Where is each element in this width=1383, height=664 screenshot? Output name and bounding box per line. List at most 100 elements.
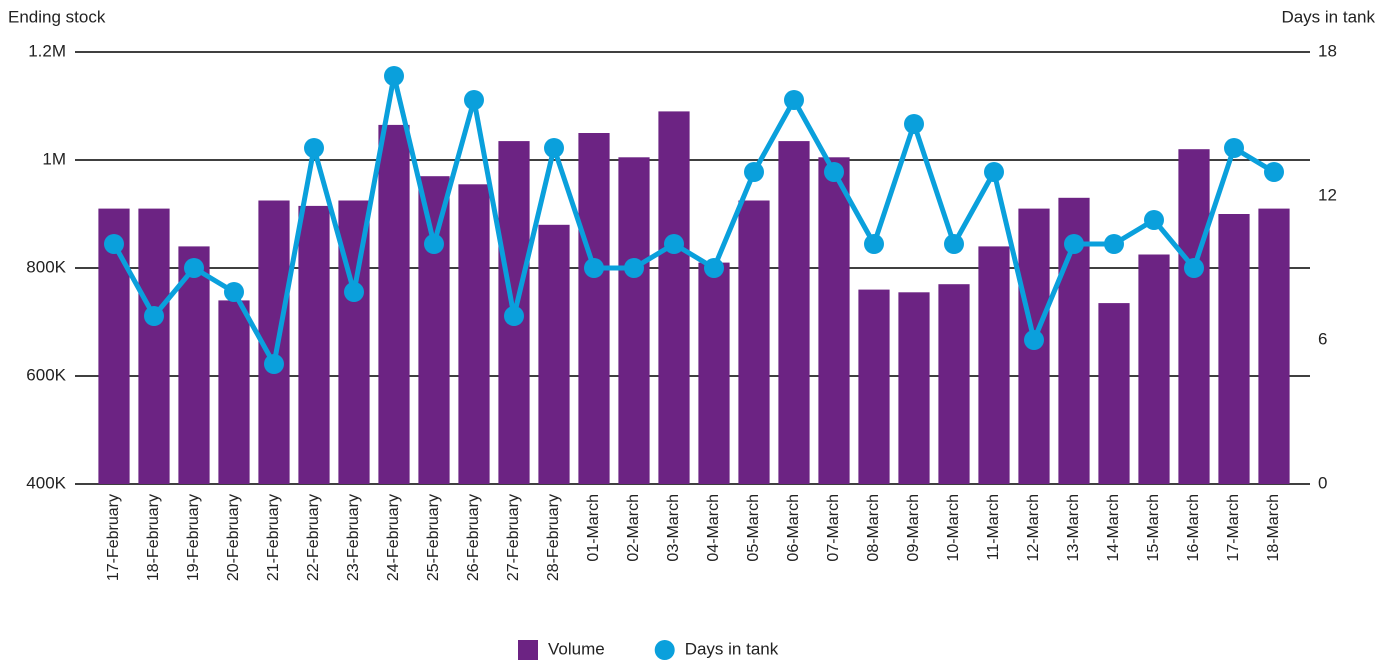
x-tick-label: 26-February — [465, 494, 482, 581]
bar — [418, 176, 450, 484]
line-point — [264, 354, 284, 374]
x-tick-label: 09-March — [905, 494, 922, 562]
line-point — [544, 138, 564, 158]
x-tick-label: 19-February — [185, 494, 202, 581]
bar — [898, 292, 930, 484]
bar — [538, 224, 570, 485]
line-point — [744, 162, 764, 182]
line-point — [1104, 234, 1124, 254]
line-point — [144, 306, 164, 326]
line-point — [1024, 330, 1044, 350]
line-point — [424, 234, 444, 254]
line-point — [1064, 234, 1084, 254]
y2-tick-label: 12 — [1318, 185, 1337, 204]
bar — [458, 184, 490, 485]
x-tick-label: 18-March — [1265, 494, 1282, 562]
line-point — [1264, 162, 1284, 182]
y-tick-label: 1M — [42, 149, 66, 168]
bar — [778, 141, 810, 484]
bar — [858, 289, 890, 484]
x-tick-label: 27-February — [505, 494, 522, 581]
x-tick-label: 14-March — [1105, 494, 1122, 562]
y2-axis-label: Days in tank — [1281, 7, 1375, 26]
bar — [818, 157, 850, 485]
x-tick-label: 18-February — [145, 494, 162, 581]
bar — [98, 208, 130, 484]
x-tick-label: 21-February — [265, 494, 282, 581]
x-tick-label: 17-February — [105, 494, 122, 581]
bar — [658, 111, 690, 485]
legend-label: Days in tank — [685, 639, 779, 658]
bar — [1098, 303, 1130, 484]
x-tick-label: 10-March — [945, 494, 962, 562]
line-point — [1144, 210, 1164, 230]
y-tick-label: 1.2M — [28, 41, 66, 60]
y2-tick-label: 0 — [1318, 473, 1327, 492]
x-tick-label: 15-March — [1145, 494, 1162, 562]
line-point — [224, 282, 244, 302]
bar — [618, 157, 650, 485]
bar — [938, 284, 970, 484]
line-point — [344, 282, 364, 302]
bar — [1218, 214, 1250, 484]
x-tick-label: 12-March — [1025, 494, 1042, 562]
x-tick-label: 28-February — [545, 494, 562, 581]
line-point — [704, 258, 724, 278]
line-point — [304, 138, 324, 158]
x-tick-label: 11-March — [985, 494, 1002, 560]
line-point — [584, 258, 604, 278]
bar — [1258, 208, 1290, 484]
line-point — [184, 258, 204, 278]
line-point — [784, 90, 804, 110]
line-point — [464, 90, 484, 110]
x-tick-label: 07-March — [825, 494, 842, 562]
x-tick-label: 05-March — [745, 494, 762, 562]
line-point — [1224, 138, 1244, 158]
x-tick-label: 01-March — [585, 494, 602, 562]
bar — [698, 262, 730, 484]
line-point — [864, 234, 884, 254]
x-tick-label: 06-March — [785, 494, 802, 562]
bar — [978, 246, 1010, 484]
x-tick-label: 16-March — [1185, 494, 1202, 562]
y-axis-label: Ending stock — [8, 7, 106, 26]
x-tick-label: 25-February — [425, 494, 442, 581]
bar — [178, 246, 210, 484]
x-tick-label: 24-February — [385, 494, 402, 581]
x-tick-label: 03-March — [665, 494, 682, 562]
x-tick-label: 04-March — [705, 494, 722, 562]
x-tick-label: 22-February — [305, 494, 322, 581]
bar — [298, 205, 330, 484]
x-tick-label: 13-March — [1065, 494, 1082, 562]
line-point — [624, 258, 644, 278]
y2-tick-label: 18 — [1318, 41, 1337, 60]
line-point — [504, 306, 524, 326]
y-tick-label: 400K — [26, 473, 66, 492]
line-point — [984, 162, 1004, 182]
x-tick-label: 20-February — [225, 494, 242, 581]
x-tick-label: 02-March — [625, 494, 642, 562]
line-point — [944, 234, 964, 254]
legend-swatch — [518, 640, 538, 660]
x-tick-label: 08-March — [865, 494, 882, 562]
bar — [1178, 149, 1210, 484]
line-point — [824, 162, 844, 182]
bar — [378, 124, 410, 485]
bar — [738, 200, 770, 484]
line-point — [104, 234, 124, 254]
bar — [578, 133, 610, 484]
line-point — [384, 66, 404, 86]
y2-tick-label: 6 — [1318, 329, 1327, 348]
legend-label: Volume — [548, 639, 605, 658]
x-tick-label: 17-March — [1225, 494, 1242, 562]
y-tick-label: 600K — [26, 365, 66, 384]
y-tick-label: 800K — [26, 257, 66, 276]
x-tick-label: 23-February — [345, 494, 362, 581]
line-point — [1184, 258, 1204, 278]
bar — [138, 208, 170, 484]
line-point — [904, 114, 924, 134]
bar — [218, 300, 250, 484]
legend-swatch — [654, 640, 675, 660]
bar — [1138, 254, 1170, 484]
